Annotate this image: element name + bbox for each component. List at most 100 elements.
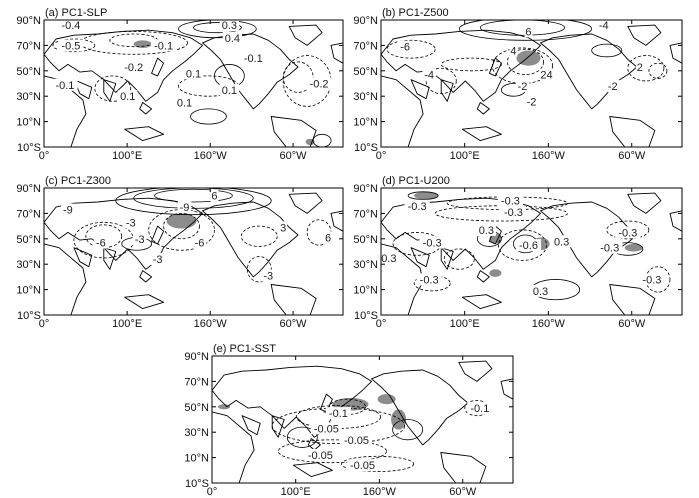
lon-label: 100°E: [112, 318, 142, 330]
contour-label: 0.3: [533, 286, 548, 298]
contour-label: -0.2: [310, 79, 329, 91]
contour-label-bg: [539, 68, 554, 81]
lat-label: 30°N: [16, 259, 41, 271]
contour-label: -6: [195, 238, 205, 250]
contour-label-bg: [177, 201, 192, 214]
contour-label: -0.4: [61, 20, 80, 32]
contour-negative: [240, 225, 278, 247]
contour-label: 6: [525, 26, 531, 38]
contour-label: -0.1: [470, 403, 489, 415]
contour-label: -6: [96, 238, 106, 250]
contour-negative: [271, 407, 406, 445]
contour-label-bg: [304, 449, 336, 462]
contour-label-bg: [210, 189, 219, 202]
lon-label: 60°W: [280, 150, 308, 162]
contour-label-bg: [58, 20, 84, 32]
lat-label: 10°S: [354, 310, 378, 322]
coastline: [151, 57, 165, 77]
lat-label: 10°N: [353, 285, 378, 297]
coastline: [103, 247, 117, 270]
contour-label: -0.3: [423, 238, 442, 250]
significance-shading: [377, 394, 396, 405]
coastline: [461, 294, 502, 310]
contour-label-bg: [524, 25, 533, 38]
contour-label-bg: [509, 44, 518, 57]
contour-label-bg: [310, 422, 342, 435]
contour-label: -0.3: [642, 274, 661, 286]
coastline: [609, 284, 656, 315]
coastline: [500, 378, 513, 400]
lat-label: 50°N: [184, 402, 209, 414]
contour-label: -0.05: [350, 460, 375, 472]
contour-negative: [163, 213, 200, 240]
contour-negative: [440, 57, 502, 72]
map-frame: [380, 19, 683, 148]
contour-label-bg: [381, 251, 400, 264]
panel-title: (e) PC1-SST: [213, 343, 276, 355]
contour-label-bg: [219, 20, 240, 32]
contour-label-bg: [404, 199, 430, 212]
coastline: [609, 116, 656, 147]
lon-label: 100°E: [112, 150, 142, 162]
coastline: [440, 79, 454, 102]
contour-positive: [154, 188, 233, 203]
contour-label: 0.1: [186, 68, 201, 80]
contour-label-bg: [635, 60, 644, 73]
coastline: [381, 243, 424, 315]
contour-label: 0.3: [222, 20, 237, 32]
contour-label: -3: [263, 271, 273, 283]
lat-label: 70°N: [184, 376, 209, 388]
contour-label: 0.3: [554, 236, 569, 248]
contour-negative: [443, 248, 475, 270]
contour-label-bg: [183, 67, 204, 80]
lon-label: 160°W: [194, 150, 228, 162]
panel-d: (d) PC1-U200-0.3-0.3-0.3-0.30.3-0.3 -0.6-…: [353, 175, 683, 330]
contour-label-bg: [118, 90, 138, 103]
lon-label: 160°W: [194, 318, 228, 330]
coastline: [627, 24, 662, 46]
contour-label: -0.05: [308, 450, 333, 462]
contour-negative: [648, 62, 668, 79]
panel-a: (a) PC1-SLP 0.3 -0.4 0.4 -0.5 -0.1 -0.1 -0.2 0.1…: [16, 7, 344, 162]
contour-label: -0.3: [501, 196, 520, 208]
contour-label: -0.3: [504, 207, 523, 219]
contour-label: 0.4: [225, 33, 240, 45]
contour-label: -3: [153, 254, 163, 266]
coastline: [371, 369, 469, 446]
contour-label: -4: [599, 20, 609, 32]
contour-negative: [425, 67, 457, 95]
contour-label: -0.3: [378, 253, 397, 265]
contour-positive: [178, 20, 257, 39]
contour-label-bg: [347, 459, 378, 472]
significance-shading: [218, 404, 231, 410]
contour-label-bg: [467, 402, 493, 415]
map-content: 0.3 -0.4 0.4 -0.5 -0.1 -0.1 -0.2 0.1 -0.1 0.1 0.1 0…: [44, 20, 343, 147]
contour-negative: [606, 220, 650, 240]
significance-shading: [489, 233, 502, 244]
coastline: [202, 201, 299, 278]
contour-label: -6: [400, 42, 410, 54]
contour-label-bg: [324, 231, 332, 244]
contour-negative: [52, 38, 96, 53]
contour-positive: [190, 108, 227, 125]
coastline: [627, 192, 662, 214]
contour-negative: [497, 229, 547, 261]
lat-label: 70°N: [353, 40, 378, 52]
panel-title: (b) PC1-Z500: [382, 7, 449, 19]
panel-c: (c) PC1-Z300 6 -9 -9 -3 -6 -3 -6 -3 3 6 -3 90°N 70°N 5…: [16, 175, 344, 330]
contour-label-bg: [219, 83, 240, 96]
contour-label: -0.5: [61, 40, 80, 52]
coastline: [73, 247, 93, 268]
contour-label: -2: [518, 81, 528, 93]
map-frame: [43, 187, 344, 316]
contour-label: -2: [527, 96, 537, 108]
contour-label-bg: [497, 194, 524, 207]
contour-label-bg: [419, 236, 445, 249]
contour-label-bg: [52, 78, 78, 91]
contour-label-bg: [58, 39, 84, 52]
panel-b: (b) PC1-Z500 -4 6 -6 4 -4 -2 24 -2 2 -2 90°N 70°N 50°…: [353, 7, 683, 162]
coastline: [44, 243, 87, 315]
contour-label-bg: [279, 221, 288, 234]
contour-label: -0.2: [124, 62, 143, 74]
lat-label: 50°N: [16, 234, 41, 246]
